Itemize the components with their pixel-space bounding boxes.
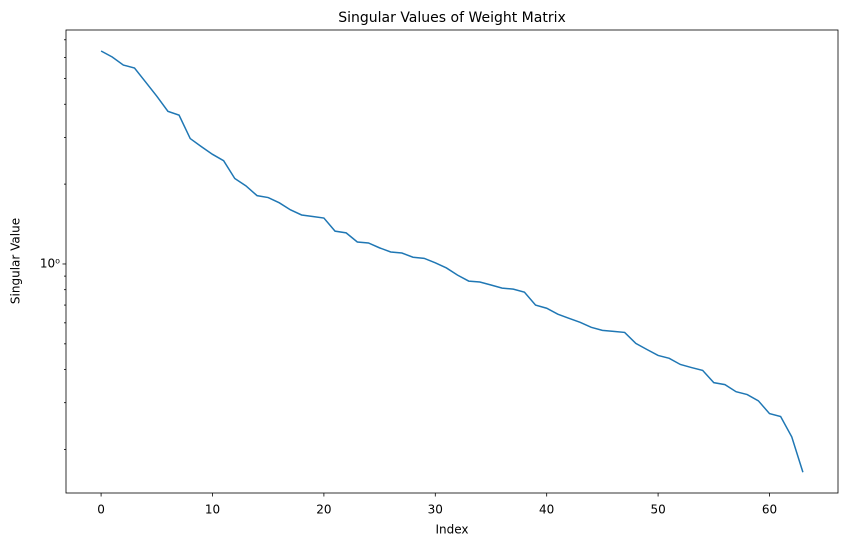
y-axis-label: Singular Value (9, 218, 23, 304)
data-line (100, 50, 804, 473)
x-tick-label: 0 (97, 503, 105, 517)
y-tick-label: 10⁰ (40, 256, 60, 270)
plot-frame (65, 29, 839, 494)
x-tick-label: 50 (650, 503, 665, 517)
x-tick-label: 60 (762, 503, 777, 517)
x-tick-label: 10 (205, 503, 220, 517)
x-tick-label: 20 (316, 503, 331, 517)
x-axis-label: Index (435, 523, 468, 537)
x-tick-label: 40 (539, 503, 554, 517)
x-tick-label: 30 (428, 503, 443, 517)
chart-title: Singular Values of Weight Matrix (338, 10, 566, 26)
